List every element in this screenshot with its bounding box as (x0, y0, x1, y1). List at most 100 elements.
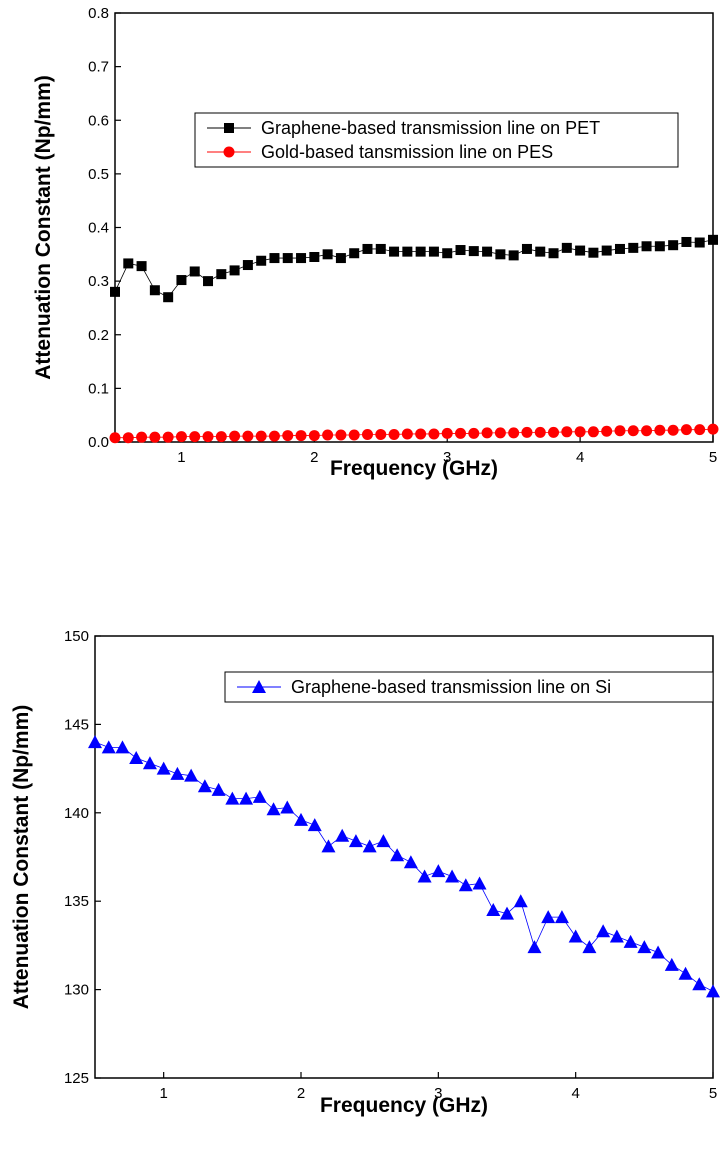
data-point (628, 242, 639, 253)
data-point (252, 789, 267, 803)
data-point (335, 828, 350, 842)
data-point (403, 855, 418, 869)
data-point (348, 834, 363, 848)
x-tick-label: 2 (310, 449, 318, 466)
y-axis-label: Attenuation Constant (Np/mm) (10, 705, 33, 1009)
data-point (322, 429, 334, 441)
data-point (269, 253, 280, 264)
x-tick-label: 3 (434, 1085, 442, 1102)
legend-marker (224, 123, 234, 133)
data-point (142, 756, 157, 770)
x-axis-label: Frequency (GHz) (320, 1094, 488, 1117)
data-point (623, 934, 638, 948)
y-tick-label: 0.7 (88, 59, 109, 76)
plot-frame (94, 635, 714, 1079)
y-tick-label: 140 (64, 805, 89, 822)
data-point (458, 878, 473, 892)
data-point (163, 292, 174, 303)
data-point (256, 255, 267, 266)
data-point (694, 424, 706, 436)
x-tick-label: 5 (709, 449, 717, 466)
plot-frame (114, 12, 714, 443)
x-tick-label: 4 (571, 1085, 579, 1102)
data-point (216, 269, 227, 280)
data-point (162, 431, 174, 443)
data-point (348, 429, 360, 441)
data-point (376, 834, 391, 848)
legend-label: Gold-based tansmission line on PES (261, 142, 553, 162)
data-point (468, 427, 480, 439)
data-point (651, 945, 666, 959)
data-point (295, 430, 307, 442)
y-tick-label: 0.0 (88, 434, 109, 451)
data-point (349, 248, 360, 259)
x-tick-label: 1 (159, 1085, 167, 1102)
data-point (268, 430, 280, 442)
data-point (296, 253, 307, 264)
data-point (694, 237, 705, 248)
data-point (115, 740, 130, 754)
series-line (94, 741, 714, 992)
data-point (667, 424, 679, 436)
data-point (189, 431, 201, 443)
data-point (468, 246, 479, 257)
data-point (197, 779, 212, 793)
data-point (582, 940, 597, 954)
data-point (521, 243, 532, 254)
data-point (596, 924, 611, 938)
data-point (149, 285, 160, 296)
data-point (508, 250, 519, 261)
data-point (401, 428, 413, 440)
data-point (708, 234, 718, 245)
data-point (388, 428, 400, 440)
data-point (211, 782, 226, 796)
data-point (309, 251, 320, 262)
data-point (521, 426, 533, 438)
data-point (415, 428, 427, 440)
data-point (322, 249, 333, 260)
legend-marker (223, 146, 235, 158)
data-point (654, 241, 665, 252)
data-point (441, 427, 453, 439)
data-point (321, 839, 336, 853)
data-point (170, 766, 185, 780)
data-point (110, 286, 120, 297)
data-point (415, 246, 426, 257)
data-point (428, 428, 440, 440)
data-point (308, 430, 320, 442)
data-point (664, 957, 679, 971)
data-point (242, 260, 253, 271)
legend-marker (252, 680, 266, 693)
data-point (136, 261, 147, 272)
data-point (609, 929, 624, 943)
data-point (202, 431, 214, 443)
data-point (229, 265, 240, 276)
data-point (678, 966, 693, 980)
data-point (255, 430, 267, 442)
data-point (481, 427, 493, 439)
y-tick-label: 0.5 (88, 166, 109, 183)
data-point (681, 236, 692, 247)
data-point (282, 430, 294, 442)
data-point (495, 249, 506, 260)
data-point (428, 246, 439, 257)
x-tick-label: 1 (177, 449, 185, 466)
data-point (129, 750, 144, 764)
data-point (455, 427, 467, 439)
data-point (149, 431, 161, 443)
data-point (122, 432, 134, 444)
data-point (242, 430, 254, 442)
data-point (375, 243, 386, 254)
y-tick-label: 135 (64, 893, 89, 910)
data-point (654, 424, 666, 436)
data-point (534, 426, 546, 438)
data-point (568, 929, 583, 943)
data-point (548, 248, 559, 259)
data-point (335, 253, 346, 264)
data-point (307, 818, 322, 832)
data-point (561, 242, 572, 253)
data-point (574, 426, 586, 438)
data-point (527, 940, 542, 954)
data-point (189, 266, 200, 277)
